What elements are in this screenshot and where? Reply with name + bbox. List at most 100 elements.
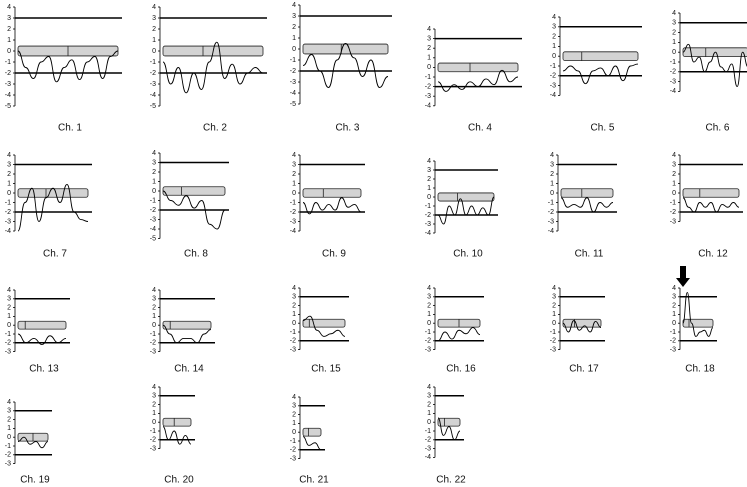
y-tick-label: -4 [5,92,11,99]
y-tick-label: -3 [425,346,431,353]
chromosome-bar [302,427,322,437]
y-tick-label: 1 [7,180,11,187]
y-tick-label: -1 [425,428,431,435]
y-tick-label: 2 [672,171,676,178]
data-line [437,417,461,441]
y-tick-label: 2 [427,302,431,309]
y-tick-label: -1 [150,197,156,204]
y-tick-label: 1 [292,420,296,427]
y-tick-label: -3 [425,93,431,100]
chart-title: Ch. 10 [453,249,483,260]
y-tick-label: -5 [150,235,156,242]
chromosome-bar [162,417,192,427]
chart-title: Ch. 5 [591,123,615,134]
y-tick-label: -1 [670,329,676,336]
y-tick-label: -3 [5,460,11,467]
y-tick-label: -3 [290,455,296,462]
chromosome-bar [162,186,226,196]
data-line [302,43,389,88]
data-line [17,183,89,232]
y-tick-label: -1 [425,74,431,81]
arrow [676,266,690,287]
y-tick-label: 0 [672,49,676,56]
y-tick-label: 1 [152,313,156,320]
y-tick-label: 4 [292,394,296,401]
y-tick-label: -3 [5,348,11,355]
data-line [302,197,362,215]
y-tick-label: -2 [5,209,11,216]
y-tick-label: 0 [152,322,156,329]
y-tick-label: 0 [672,320,676,327]
y-tick-label: 0 [552,320,556,327]
y-tick-label: 4 [427,26,431,33]
y-tick-label: 4 [672,285,676,292]
data-line [437,327,481,342]
y-tick-label: 1 [427,410,431,417]
y-tick-label: -3 [150,216,156,223]
data-line [560,197,614,213]
y-tick-label: 3 [552,24,556,31]
y-tick-label: 3 [292,13,296,20]
chromosome-bar [682,318,714,328]
y-tick-label: 2 [672,29,676,36]
y-tick-label: -3 [550,346,556,353]
y-tick-label: -2 [550,338,556,345]
y-tick-label: 2 [427,176,431,183]
chart-title: Ch. 8 [184,249,208,260]
chart-title: Ch. 6 [706,123,730,134]
chart-title: Ch. 12 [698,249,728,260]
y-tick-label: 2 [7,171,11,178]
y-tick-label: -4 [425,103,431,110]
data-line [162,426,192,445]
y-tick-label: 3 [292,294,296,301]
y-tick-label: 0 [292,190,296,197]
y-tick-label: 0 [427,64,431,71]
y-tick-label: -4 [425,230,431,237]
y-tick-label: -4 [548,228,554,235]
y-tick-label: 1 [427,185,431,192]
y-tick-label: 1 [7,425,11,432]
y-tick-label: 4 [427,285,431,292]
data-line [162,190,226,230]
data-line [437,196,495,225]
y-tick-label: -3 [290,346,296,353]
data-line [682,291,714,337]
y-tick-label: 1 [152,178,156,185]
chromosome-bar [682,188,740,198]
y-tick-label: 2 [552,33,556,40]
y-tick-label: -3 [150,81,156,88]
y-tick-label: -1 [5,443,11,450]
data-line [562,63,639,85]
y-tick-label: 1 [292,35,296,42]
data-line [682,197,740,213]
y-tick-label: -3 [548,218,554,225]
y-tick-label: -4 [5,228,11,235]
y-tick-label: 2 [552,302,556,309]
y-tick-label: 3 [427,393,431,400]
y-tick-label: 3 [672,20,676,27]
y-tick-label: -4 [425,454,431,461]
y-tick-label: 2 [292,302,296,309]
y-tick-label: 0 [152,48,156,55]
y-tick-label: -1 [290,199,296,206]
y-tick-label: -1 [150,59,156,66]
y-tick-label: -1 [548,199,554,206]
chart-title: Ch. 14 [174,364,204,375]
y-tick-label: 0 [152,188,156,195]
y-tick-label: 1 [427,55,431,62]
y-tick-label: 1 [7,313,11,320]
data-line [302,315,346,337]
chromosome-bar [560,188,614,198]
chromosome-bar [437,417,461,427]
y-tick-label: 2 [152,304,156,311]
chart-title: Ch. 1 [58,123,82,134]
chart-title: Ch. 18 [685,364,715,375]
y-tick-label: -3 [150,348,156,355]
y-tick-label: 4 [427,384,431,391]
y-tick-label: 0 [152,419,156,426]
y-tick-label: 0 [292,429,296,436]
y-tick-label: 4 [152,287,156,294]
y-tick-label: 3 [152,159,156,166]
y-tick-label: 4 [7,152,11,159]
y-tick-label: -1 [290,438,296,445]
